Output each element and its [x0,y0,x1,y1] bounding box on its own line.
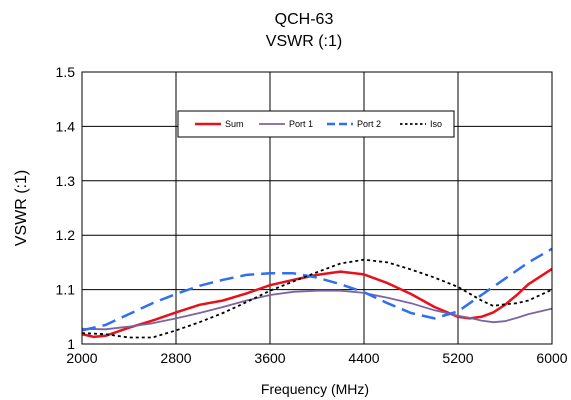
legend: Sum Port 1 Port 2 Iso [177,110,455,138]
x-tick-label: 3600 [254,350,285,366]
plot-border [81,71,553,345]
y-tick-label: 1 [67,336,75,352]
x-tick-label: 2000 [66,350,97,366]
series-line-port-2 [81,247,553,332]
x-tick-label: 4400 [348,350,379,366]
series-lines [81,247,553,339]
x-tick-label: 5200 [442,350,473,366]
y-tick-label: 1.3 [56,173,76,189]
y-tick-label: 1.1 [56,282,76,298]
y-axis-label: VSWR (:1) [13,170,30,246]
y-tick-label: 1.5 [56,64,76,80]
y-tick-label: 1.4 [56,118,76,134]
legend-label: Port 2 [357,119,381,129]
x-tick-label: 6000 [536,350,567,366]
chart-subtitle: VSWR (:1) [266,33,342,50]
y-tick-labels: 1 1.1 1.2 1.3 1.4 1.5 [56,64,76,352]
series-line-sum [81,267,553,339]
series-line-port-1 [81,289,553,331]
legend-label: Iso [430,119,442,129]
x-tick-label: 2800 [160,350,191,366]
x-axis-label: Frequency (MHz) [261,381,369,397]
legend-label: Port 1 [289,119,313,129]
y-tick-label: 1.2 [56,227,76,243]
series-line-iso [81,258,553,339]
legend-label: Sum [225,119,244,129]
x-tick-labels: 2000 2800 3600 4400 5200 6000 [66,350,567,366]
chart-title: QCH-63 [275,11,334,28]
legend-box [177,110,455,138]
